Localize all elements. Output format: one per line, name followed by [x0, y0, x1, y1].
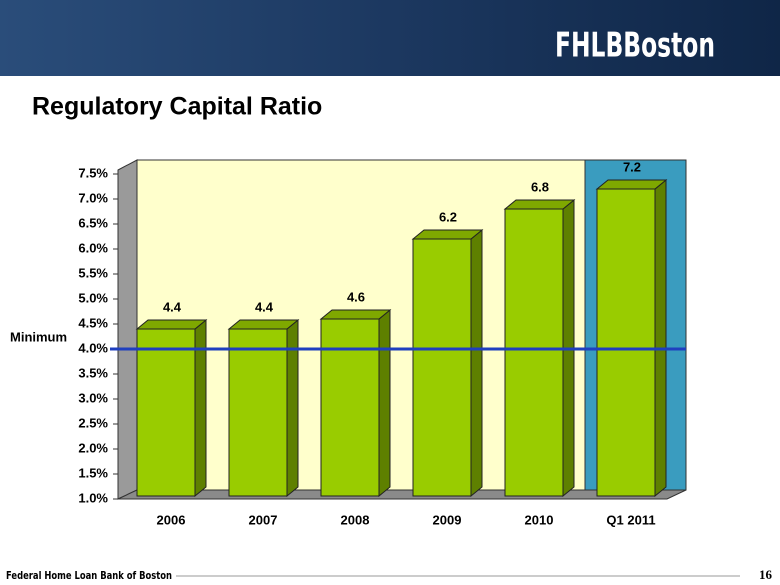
bar — [596, 188, 656, 497]
bar-top — [135, 319, 208, 330]
y-tick-label: 4.0% — [78, 340, 108, 355]
y-tick-label: 5.0% — [78, 290, 108, 305]
x-tick-label: 2010 — [525, 512, 554, 527]
bar-side — [286, 318, 299, 498]
x-tick-label: 2009 — [433, 512, 462, 527]
bar-top — [411, 229, 484, 240]
x-tick-label: 2007 — [249, 512, 278, 527]
bar — [228, 328, 288, 497]
y-tick-label: 1.5% — [78, 465, 108, 480]
y-tick-label: 3.5% — [78, 365, 108, 380]
value-label: 4.4 — [163, 299, 182, 314]
y-tick-label: 7.5% — [78, 165, 108, 180]
bar-side — [378, 308, 391, 498]
y-tick-label: 6.0% — [78, 240, 108, 255]
value-label: 4.4 — [255, 299, 274, 314]
y-tick-label: 3.0% — [78, 390, 108, 405]
y-tick-label: 1.0% — [78, 490, 108, 505]
bar-top — [227, 319, 300, 330]
y-tick-label: 7.0% — [78, 190, 108, 205]
bar-top — [595, 179, 668, 190]
bar-side — [470, 228, 483, 498]
reference-label: Minimum — [10, 329, 67, 344]
x-tick-label: Q1 2011 — [606, 512, 655, 527]
bar-side — [194, 318, 207, 498]
y-tick-label: 2.0% — [78, 440, 108, 455]
bar-top — [319, 309, 392, 320]
page-number: 16 — [759, 567, 773, 582]
bar — [504, 208, 564, 497]
bar — [136, 328, 196, 497]
x-tick-label: 2008 — [341, 512, 370, 527]
value-label: 6.2 — [439, 209, 457, 224]
value-label: 4.6 — [347, 289, 365, 304]
footer-mask — [0, 568, 176, 584]
bar-top — [503, 199, 576, 210]
left-wall — [117, 159, 138, 500]
footer-text: Federal Home Loan Bank of Boston — [6, 569, 172, 582]
y-tick-label: 5.5% — [78, 265, 108, 280]
header-banner — [0, 0, 780, 76]
y-tick-label: 6.5% — [78, 215, 108, 230]
y-tick-label: 4.5% — [78, 315, 108, 330]
y-tick-label: 2.5% — [78, 415, 108, 430]
bar-side — [654, 178, 667, 498]
value-label: 7.2 — [623, 159, 641, 174]
bar — [320, 318, 380, 497]
chart-title: Regulatory Capital Ratio — [32, 93, 322, 121]
x-tick-label: 2006 — [157, 512, 186, 527]
value-label: 6.8 — [531, 179, 549, 194]
logo: FHLBBoston — [555, 26, 715, 66]
bar — [412, 238, 472, 497]
